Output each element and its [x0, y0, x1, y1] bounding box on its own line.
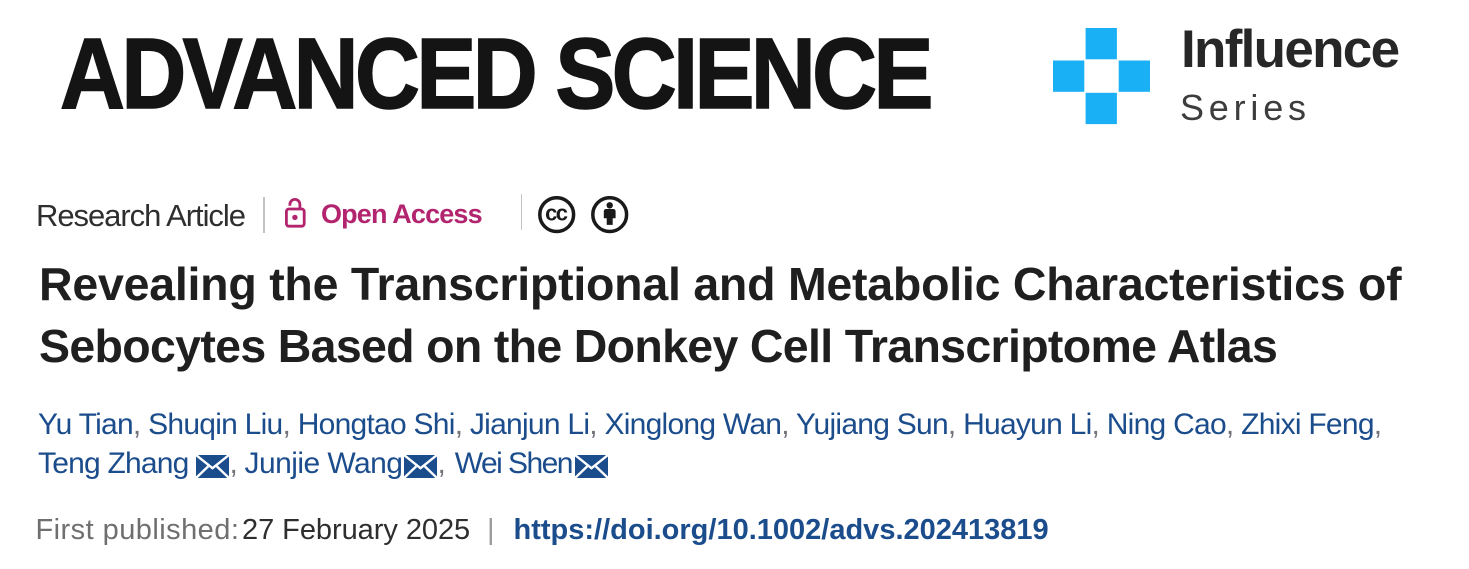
svg-text:cc: cc	[545, 200, 568, 225]
